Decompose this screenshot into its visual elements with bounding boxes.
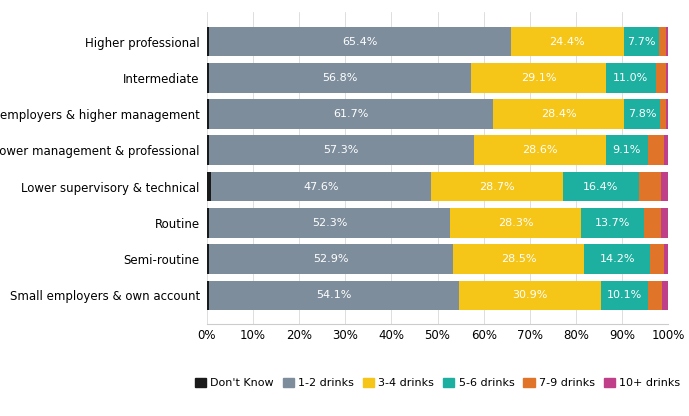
Bar <box>664 136 668 165</box>
Bar <box>209 63 471 93</box>
Bar <box>648 280 662 310</box>
Text: 65.4%: 65.4% <box>342 37 378 47</box>
Bar <box>648 136 664 165</box>
Legend: Don't Know, 1-2 drinks, 3-4 drinks, 5-6 drinks, 7-9 drinks, 10+ drinks: Don't Know, 1-2 drinks, 3-4 drinks, 5-6 … <box>190 374 685 393</box>
Text: 28.5%: 28.5% <box>501 254 536 264</box>
Bar <box>661 99 666 129</box>
Bar <box>666 99 668 129</box>
Bar <box>581 208 644 238</box>
Bar <box>624 99 661 129</box>
Text: 11.0%: 11.0% <box>613 73 648 83</box>
Bar <box>606 63 657 93</box>
Bar <box>650 244 664 274</box>
Bar <box>661 172 668 201</box>
Bar <box>211 172 431 201</box>
Text: 16.4%: 16.4% <box>584 182 619 192</box>
Text: 7.8%: 7.8% <box>628 109 657 119</box>
Bar <box>639 172 661 201</box>
Text: 10.1%: 10.1% <box>607 290 642 300</box>
Bar <box>459 280 601 310</box>
Bar <box>471 63 606 93</box>
Text: 24.4%: 24.4% <box>549 37 585 47</box>
Bar <box>511 27 624 57</box>
Bar <box>207 63 209 93</box>
Bar <box>207 99 209 129</box>
Bar <box>451 208 581 238</box>
Text: 28.6%: 28.6% <box>522 145 557 155</box>
Text: 9.1%: 9.1% <box>613 145 641 155</box>
Bar <box>453 244 584 274</box>
Bar <box>209 280 459 310</box>
Bar <box>209 208 451 238</box>
Bar <box>207 136 209 165</box>
Bar <box>584 244 650 274</box>
Bar <box>209 27 511 57</box>
Text: 29.1%: 29.1% <box>521 73 556 83</box>
Bar <box>207 280 209 310</box>
Bar <box>644 208 661 238</box>
Bar <box>207 208 209 238</box>
Bar <box>207 172 211 201</box>
Bar <box>431 172 563 201</box>
Text: 47.6%: 47.6% <box>303 182 338 192</box>
Text: 52.3%: 52.3% <box>312 218 347 228</box>
Bar <box>657 63 666 93</box>
Bar <box>601 280 648 310</box>
Bar <box>666 63 668 93</box>
Text: 52.9%: 52.9% <box>313 254 349 264</box>
Bar <box>207 27 209 57</box>
Bar <box>209 136 473 165</box>
Text: 7.7%: 7.7% <box>627 37 655 47</box>
Text: 28.7%: 28.7% <box>479 182 515 192</box>
Text: 28.3%: 28.3% <box>498 218 533 228</box>
Text: 28.4%: 28.4% <box>541 109 577 119</box>
Text: 57.3%: 57.3% <box>324 145 359 155</box>
Bar <box>662 280 668 310</box>
Bar <box>661 208 668 238</box>
Text: 54.1%: 54.1% <box>316 290 351 300</box>
Bar <box>563 172 639 201</box>
Bar <box>659 27 666 57</box>
Text: 13.7%: 13.7% <box>595 218 630 228</box>
Text: 56.8%: 56.8% <box>322 73 358 83</box>
Bar <box>664 244 668 274</box>
Text: 30.9%: 30.9% <box>513 290 548 300</box>
Bar <box>209 99 493 129</box>
Bar <box>493 99 624 129</box>
Bar <box>207 244 209 274</box>
Bar <box>209 244 453 274</box>
Text: 61.7%: 61.7% <box>333 109 369 119</box>
Bar <box>606 136 648 165</box>
Bar <box>666 27 668 57</box>
Bar <box>624 27 659 57</box>
Text: 14.2%: 14.2% <box>599 254 635 264</box>
Bar <box>473 136 606 165</box>
